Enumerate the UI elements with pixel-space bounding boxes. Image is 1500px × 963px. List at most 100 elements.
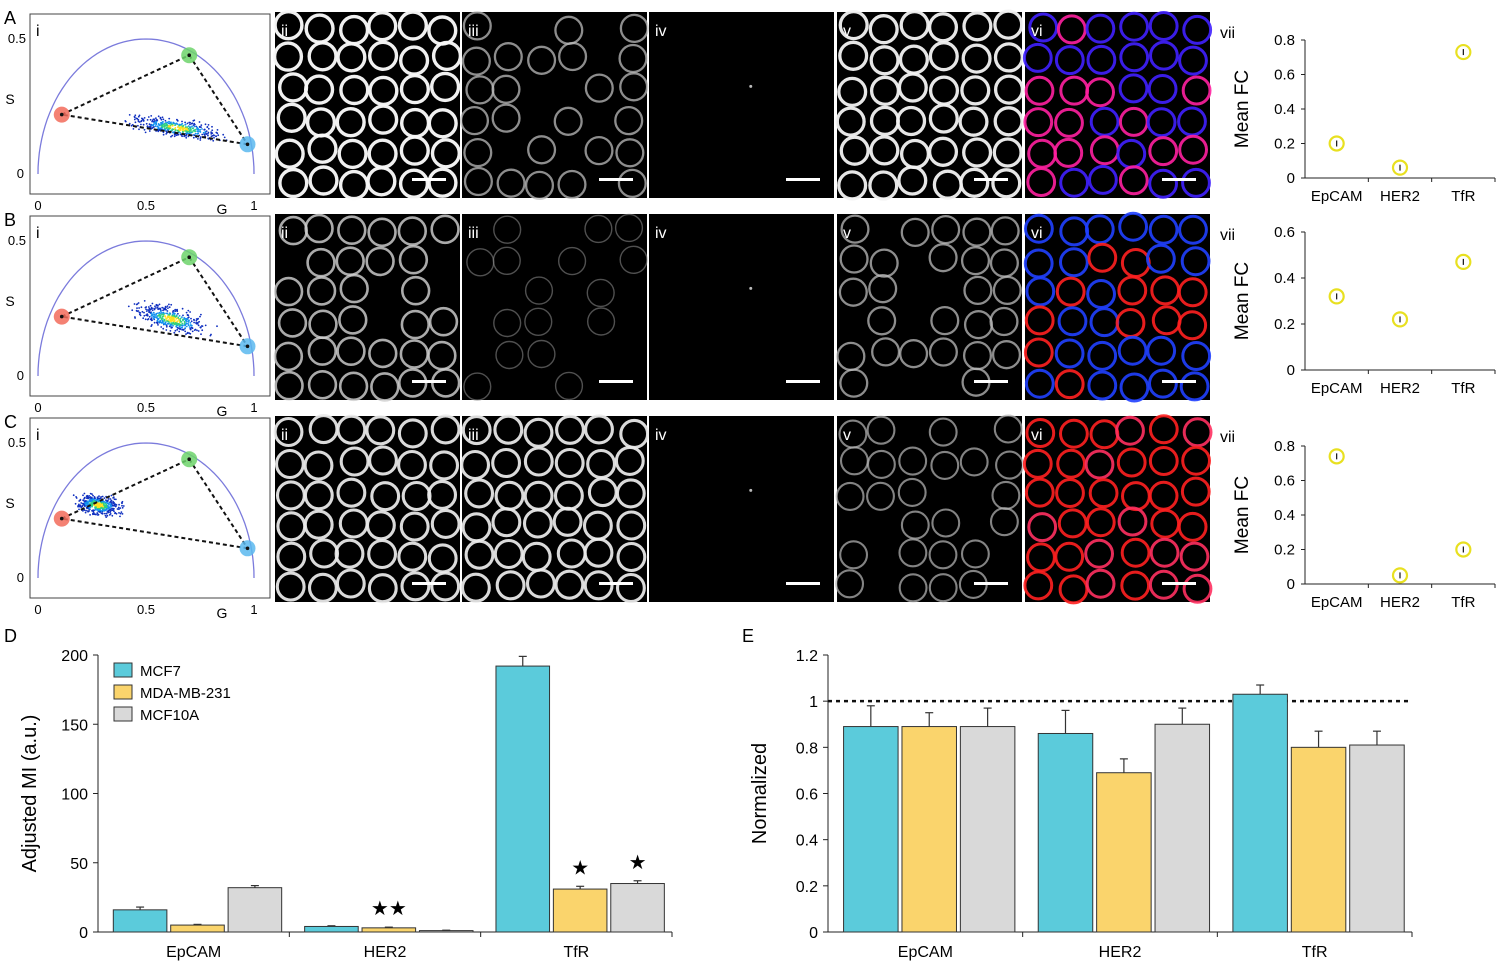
phasor-point [204, 123, 207, 126]
cell-membrane [928, 41, 959, 72]
phasor-point [159, 316, 161, 319]
cell-membrane [900, 217, 930, 248]
cell-membrane [1149, 40, 1179, 71]
phasor-point [187, 316, 190, 319]
phasor-x-tick: 0.5 [137, 602, 155, 617]
cell-membrane [871, 337, 901, 367]
cell-membrane [928, 243, 958, 273]
phasor-point [168, 306, 171, 309]
cell-membrane [525, 568, 556, 599]
phasor-point [174, 308, 177, 311]
subpanel-label-vi: vi [1031, 225, 1043, 242]
phasor-point [187, 125, 190, 127]
cell-membrane [308, 165, 339, 196]
cell-membrane [277, 308, 308, 338]
phasor-point [151, 309, 154, 312]
phasor-point [106, 514, 109, 517]
phasor-point [149, 304, 152, 307]
phasor-point [79, 504, 82, 507]
bar [1096, 772, 1152, 933]
cell-membrane [866, 481, 895, 511]
cell-membrane [1146, 243, 1176, 274]
subpanel-label-ii: ii [281, 23, 288, 40]
y-axis-title: Mean FC [1232, 262, 1253, 340]
phasor-x-tick: 0.5 [137, 400, 155, 415]
phasor-point [198, 320, 201, 323]
phasor-point [158, 128, 161, 131]
phasor-point [97, 509, 100, 512]
phasor-point [144, 318, 147, 321]
phasor-point [109, 500, 112, 503]
cell-membrane [867, 306, 897, 336]
phasor-point [115, 512, 118, 515]
phasor-point [211, 132, 214, 135]
phasor-x-tick: 1 [250, 400, 257, 415]
y-axis-title: Mean FC [1232, 476, 1253, 554]
cell-membrane [397, 449, 427, 481]
cell-membrane [461, 415, 492, 446]
cell-membrane [274, 370, 304, 401]
cell-membrane [523, 446, 554, 477]
cell-membrane [898, 446, 928, 476]
phasor-point [162, 133, 165, 136]
y-tick-label: 0.6 [1274, 67, 1295, 84]
phasor-point [85, 499, 87, 502]
cell-membrane [524, 170, 555, 201]
phasor-point [112, 500, 114, 503]
phasor-point [107, 499, 109, 502]
phasor-point [107, 511, 110, 514]
phasor-point [199, 315, 201, 318]
cell-membrane [835, 106, 866, 137]
phasor-point [166, 312, 169, 315]
cell-membrane [1088, 164, 1118, 195]
cell-membrane [898, 538, 928, 568]
speck [749, 84, 753, 88]
phasor-point [151, 120, 154, 123]
cell-membrane [959, 167, 990, 198]
phasor-point [155, 117, 157, 120]
cell-membrane [430, 214, 460, 245]
cell-membrane [460, 449, 491, 481]
y-tick-label: 0 [1287, 576, 1295, 593]
phasor-point [174, 329, 177, 332]
phasor-point [143, 117, 146, 119]
phasor-point [215, 135, 218, 138]
cell-membrane [1054, 369, 1085, 400]
cell-membrane [1182, 14, 1213, 45]
bar [112, 909, 168, 933]
phasor-point [163, 308, 165, 311]
phasor-point [97, 500, 100, 502]
phasor-point [101, 503, 104, 506]
phasor-point [171, 326, 174, 329]
cell-membrane [990, 216, 1020, 246]
phasor-point [173, 319, 176, 321]
cell-membrane [1149, 537, 1180, 568]
phasor-point [155, 313, 157, 316]
cell-membrane [930, 305, 960, 336]
phasor-point [196, 318, 199, 321]
y-tick-label: 1.2 [796, 648, 818, 665]
cell-membrane [339, 74, 370, 106]
phasor-point [114, 512, 116, 515]
phasor-y-label: S [5, 495, 14, 511]
phasor-point [185, 136, 188, 139]
cell-membrane [993, 106, 1024, 137]
phasor-point [213, 136, 215, 139]
cell-membrane [493, 42, 523, 72]
subpanel-label-iii: iii [468, 23, 479, 40]
phasor-point [189, 128, 192, 131]
subpanel-label-v: v [843, 225, 851, 242]
phasor-point [167, 314, 170, 316]
phasor-point [181, 122, 184, 125]
phasor-point [96, 496, 99, 499]
cell-membrane [835, 569, 865, 599]
phasor-point [154, 125, 157, 128]
phasor-point [185, 126, 187, 128]
legend-label: MCF7 [140, 663, 181, 680]
phasor-point [171, 320, 174, 322]
phasor-point [88, 510, 90, 512]
cell-membrane [522, 508, 553, 539]
bar [1037, 732, 1094, 933]
phasor-point [141, 117, 143, 120]
cell-membrane [275, 571, 306, 602]
